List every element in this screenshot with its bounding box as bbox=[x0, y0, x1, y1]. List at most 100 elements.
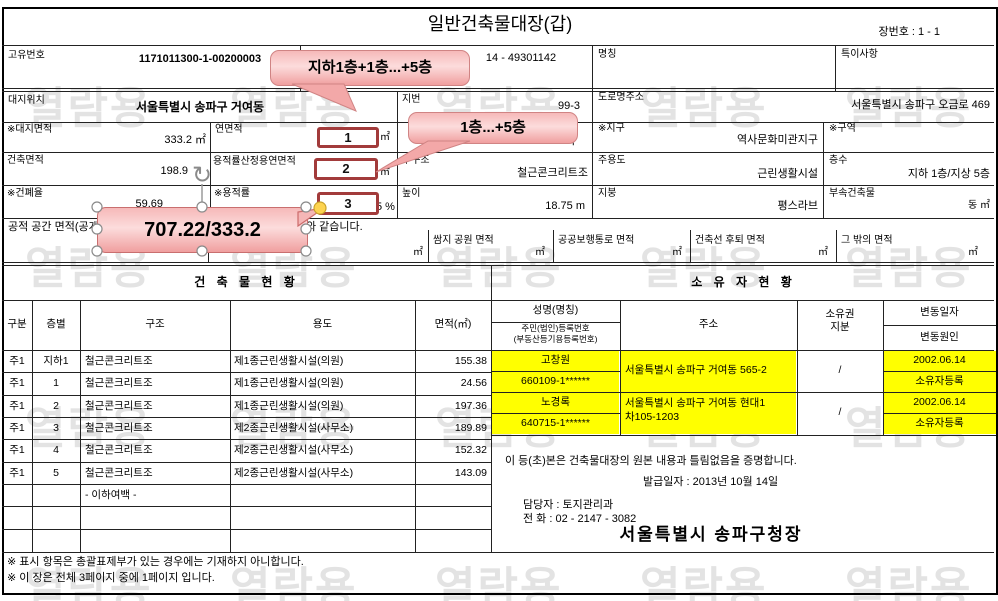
owner-reg-no: 660109-1****** bbox=[521, 375, 590, 387]
ot-header-share1: 소유권 bbox=[825, 308, 855, 320]
certificate-phone: 전 화 : 02 - 2147 - 3082 bbox=[523, 513, 637, 525]
height-value: 18.75 m bbox=[545, 200, 585, 212]
annotation-box-2[interactable]: 2 bbox=[314, 158, 378, 180]
annex-value: 동 ㎡ bbox=[968, 200, 990, 211]
public-space-unit-3: ㎡ bbox=[818, 247, 828, 258]
table-cell: 제1종근린생활시설(의원) bbox=[234, 400, 344, 412]
table-cell: 제1종근린생활시설(의원) bbox=[234, 355, 344, 367]
building-name-label: 명칭 bbox=[598, 49, 617, 60]
table-cell: 제2종근린생활시설(사무소) bbox=[234, 422, 354, 434]
certificate-officer: 담당자 : 토지관리과 bbox=[523, 499, 614, 511]
structure-value: 철근콘크리트조 bbox=[517, 167, 588, 179]
owner-share: / bbox=[838, 364, 842, 376]
watermark-text: 열람용 bbox=[25, 84, 153, 133]
table-cell: 2 bbox=[53, 400, 59, 412]
table-cell: 철근콘크리트조 bbox=[85, 377, 153, 389]
far-area-unit: ㎡ bbox=[380, 167, 390, 178]
table-cell: 제1종근린생활시설(의원) bbox=[234, 377, 344, 389]
public-space-unit-0: ㎡ bbox=[413, 247, 423, 258]
bt-header-gubun: 구분 bbox=[7, 318, 27, 330]
unique-number-label: 고유번호 bbox=[8, 50, 45, 61]
footnote-2: ※ 이 장은 전체 3페이지 중에 1페이지 입니다. bbox=[7, 572, 215, 584]
table-cell: 주1 bbox=[9, 400, 25, 412]
owner-change-cause: 소유자등록 bbox=[915, 417, 964, 429]
zone-label: ※지구 bbox=[598, 123, 625, 134]
receipt-number-value: 14 - 49301142 bbox=[485, 52, 557, 64]
watermark-text: 열람용 bbox=[435, 244, 563, 293]
special-note-label: 특이사항 bbox=[841, 49, 878, 60]
table-cell: 주1 bbox=[9, 355, 25, 367]
ot-header-name: 성명(명칭) bbox=[532, 304, 579, 316]
table-cell: 제2종근린생활시설(사무소) bbox=[234, 444, 354, 456]
table-cell: 24.56 bbox=[460, 377, 487, 389]
table-cell: 지하1 bbox=[43, 355, 69, 367]
table-cell: 152.32 bbox=[454, 444, 487, 456]
watermark-text: 열람용 bbox=[640, 84, 768, 133]
table-cell: 197.36 bbox=[454, 400, 487, 412]
ot-header-cause: 변동원인 bbox=[920, 331, 959, 343]
owner-address-line2: 차105-1203 bbox=[625, 411, 680, 423]
ot-header-reg2: (부동산등기용등록번호) bbox=[513, 334, 598, 344]
lot-number-label: 지번 bbox=[402, 94, 421, 105]
unique-number-value: 1171011300-1-00200003 bbox=[138, 53, 262, 65]
far-value-partial: 5 % bbox=[376, 201, 395, 213]
table-cell: 189.89 bbox=[454, 422, 487, 434]
area3-label: ※구역 bbox=[829, 123, 856, 134]
public-space-unit-4: ㎡ bbox=[968, 247, 978, 258]
far-label: ※용적률 bbox=[214, 188, 250, 199]
certificate-issue-date: 발급일자 : 2013년 10월 14일 bbox=[643, 476, 779, 488]
owner-address: 서울특별시 송파구 거여동 565-2 bbox=[625, 364, 767, 376]
table-cell: 주1 bbox=[9, 467, 25, 479]
watermark-text: 열람용 bbox=[25, 404, 153, 453]
table-cell: 4 bbox=[53, 444, 59, 456]
building-table-title: 건 축 물 현 황 bbox=[194, 275, 299, 289]
zone-value: 역사문화미관지구 bbox=[737, 134, 818, 146]
table-cell: 철근콘크리트조 bbox=[85, 467, 153, 479]
owner-name: 고창원 bbox=[541, 354, 570, 366]
lot-number-value: 99-3 bbox=[557, 100, 580, 112]
public-space-label-3: 건축선 후퇴 면적 bbox=[695, 235, 765, 246]
ot-header-share2: 지분 bbox=[830, 321, 850, 333]
footnote-1: ※ 표시 항목은 총괄표제부가 있는 경우에는 기재하지 아니합니다. bbox=[7, 556, 304, 568]
owner-name: 노경록 bbox=[541, 396, 570, 408]
owner-reg-no: 640715-1****** bbox=[521, 417, 590, 429]
page-title: 일반건축물대장(갑) bbox=[427, 14, 573, 34]
floors-label: 층수 bbox=[829, 155, 848, 166]
callout-floors-all[interactable]: 지하1층+1층...+5층 bbox=[270, 50, 470, 86]
owner-address-line1: 서울특별시 송파구 거여동 현대1 bbox=[625, 397, 766, 409]
table-cell-remainder: - 이하여백 - bbox=[85, 489, 137, 501]
certificate-issuer: 서울특별시 송파구청장 bbox=[619, 525, 803, 544]
watermark-text: 열람용 bbox=[230, 404, 358, 453]
callout-floors-above[interactable]: 1층...+5층 bbox=[408, 112, 578, 144]
table-cell: 3 bbox=[53, 422, 59, 434]
site-area-label: ※대지면적 bbox=[7, 124, 53, 135]
table-cell: 철근콘크리트조 bbox=[85, 444, 153, 456]
public-space-unit-2: ㎡ bbox=[672, 247, 682, 258]
owner-change-date: 2002.06.14 bbox=[913, 354, 966, 366]
site-area-value: 333.2 ㎡ bbox=[164, 134, 206, 146]
table-cell: 제2종근린생활시설(사무소) bbox=[234, 467, 354, 479]
ot-header-date: 변동일자 bbox=[920, 306, 959, 318]
floors-value: 지하 1층/지상 5층 bbox=[907, 168, 990, 180]
road-address-label: 도로명주소 bbox=[598, 92, 644, 103]
table-cell: 철근콘크리트조 bbox=[85, 400, 153, 412]
public-space-unit-1: ㎡ bbox=[535, 247, 545, 258]
main-use-value: 근린생활시설 bbox=[757, 168, 818, 180]
building-area-value: 198.9 bbox=[160, 165, 188, 177]
site-location-label: 대지위치 bbox=[8, 95, 45, 106]
table-cell: 1 bbox=[53, 377, 59, 389]
owner-change-date: 2002.06.14 bbox=[913, 396, 966, 408]
annotation-box-3[interactable]: 3 bbox=[317, 192, 379, 215]
table-cell: 주1 bbox=[9, 444, 25, 456]
owner-change-cause: 소유자등록 bbox=[915, 375, 964, 387]
annex-label: 부속건축물 bbox=[829, 188, 875, 199]
callout-ratio-selected[interactable]: 707.22/333.2 bbox=[97, 207, 308, 253]
sheet-number: 장번호 : 1 - 1 bbox=[878, 26, 940, 38]
watermark-text: 열람용 bbox=[845, 84, 973, 133]
site-location-value: 서울특별시 송파구 거여동 bbox=[135, 100, 265, 114]
ot-header-reg1: 주민(법인)등록번호 bbox=[521, 323, 590, 333]
annotation-box-1[interactable]: 1 bbox=[317, 127, 379, 148]
road-address-value: 서울특별시 송파구 오금로 469 bbox=[851, 99, 990, 111]
bt-header-floor: 층별 bbox=[46, 318, 66, 330]
